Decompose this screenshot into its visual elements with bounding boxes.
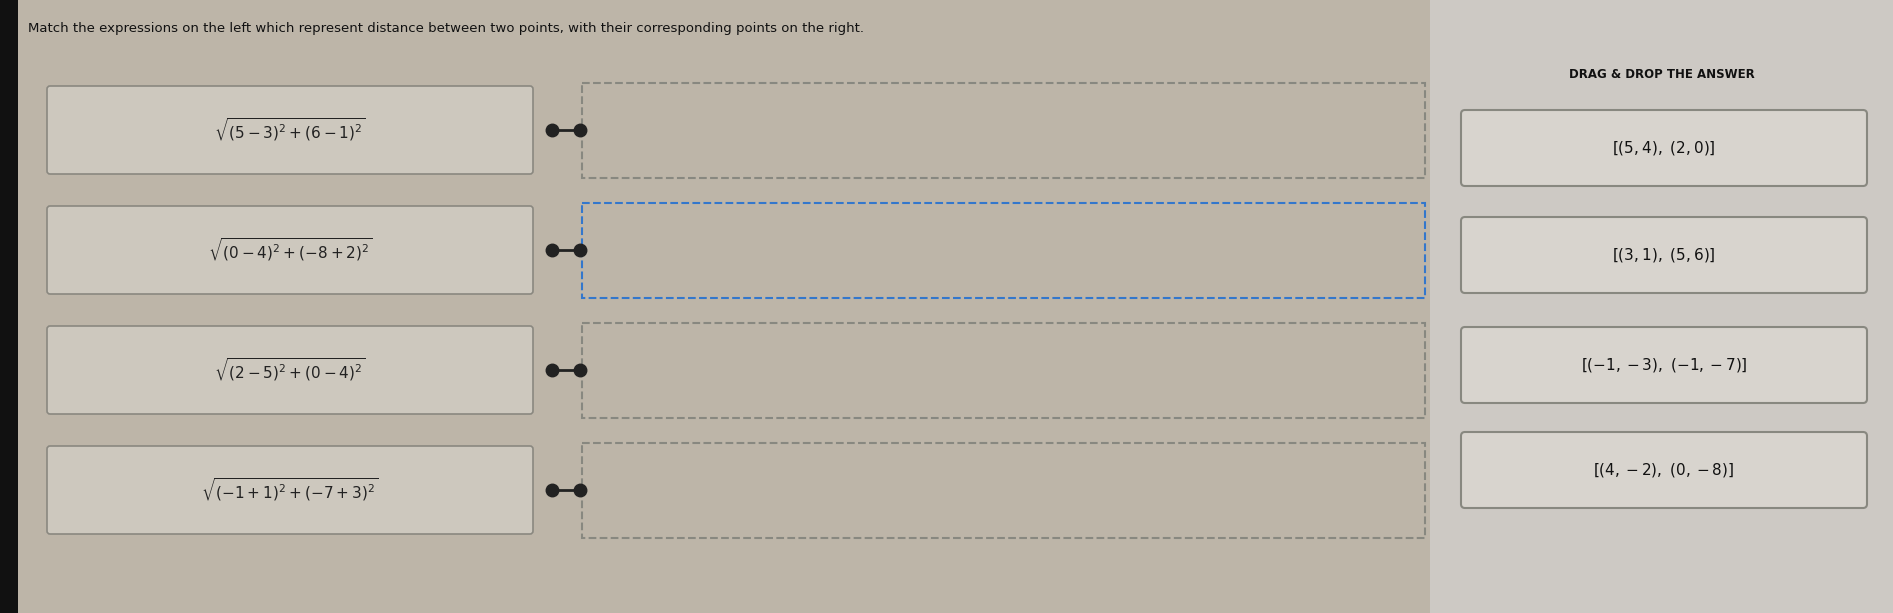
Text: $\sqrt{(2-5)^2+(0-4)^2}$: $\sqrt{(2-5)^2+(0-4)^2}$ — [214, 357, 365, 384]
FancyBboxPatch shape — [47, 446, 534, 534]
Text: DRAG & DROP THE ANSWER: DRAG & DROP THE ANSWER — [1569, 69, 1755, 82]
FancyBboxPatch shape — [1461, 110, 1866, 186]
Bar — [581, 202, 1425, 297]
Bar — [581, 322, 1425, 417]
FancyBboxPatch shape — [1461, 327, 1866, 403]
Text: $[(4,-2),\ (0,-8)]$: $[(4,-2),\ (0,-8)]$ — [1594, 461, 1734, 479]
FancyBboxPatch shape — [47, 206, 534, 294]
Text: $\sqrt{(0-4)^2+(-8+2)^2}$: $\sqrt{(0-4)^2+(-8+2)^2}$ — [208, 237, 373, 264]
FancyBboxPatch shape — [1461, 217, 1866, 293]
Text: $\sqrt{(-1+1)^2+(-7+3)^2}$: $\sqrt{(-1+1)^2+(-7+3)^2}$ — [201, 476, 379, 503]
FancyBboxPatch shape — [1461, 432, 1866, 508]
Text: $[(-1,-3),\ (-1,-7)]$: $[(-1,-3),\ (-1,-7)]$ — [1581, 356, 1747, 374]
Text: $\sqrt{(5-3)^2+(6-1)^2}$: $\sqrt{(5-3)^2+(6-1)^2}$ — [214, 116, 365, 143]
Bar — [1429, 0, 1893, 613]
Bar — [0, 0, 19, 613]
Text: $[(5,4),\ (2,0)]$: $[(5,4),\ (2,0)]$ — [1613, 139, 1715, 157]
FancyBboxPatch shape — [47, 326, 534, 414]
Bar — [581, 83, 1425, 178]
Text: $[(3,1),\ (5,6)]$: $[(3,1),\ (5,6)]$ — [1613, 246, 1715, 264]
Text: Match the expressions on the left which represent distance between two points, w: Match the expressions on the left which … — [28, 22, 863, 35]
Bar — [581, 443, 1425, 538]
FancyBboxPatch shape — [47, 86, 534, 174]
